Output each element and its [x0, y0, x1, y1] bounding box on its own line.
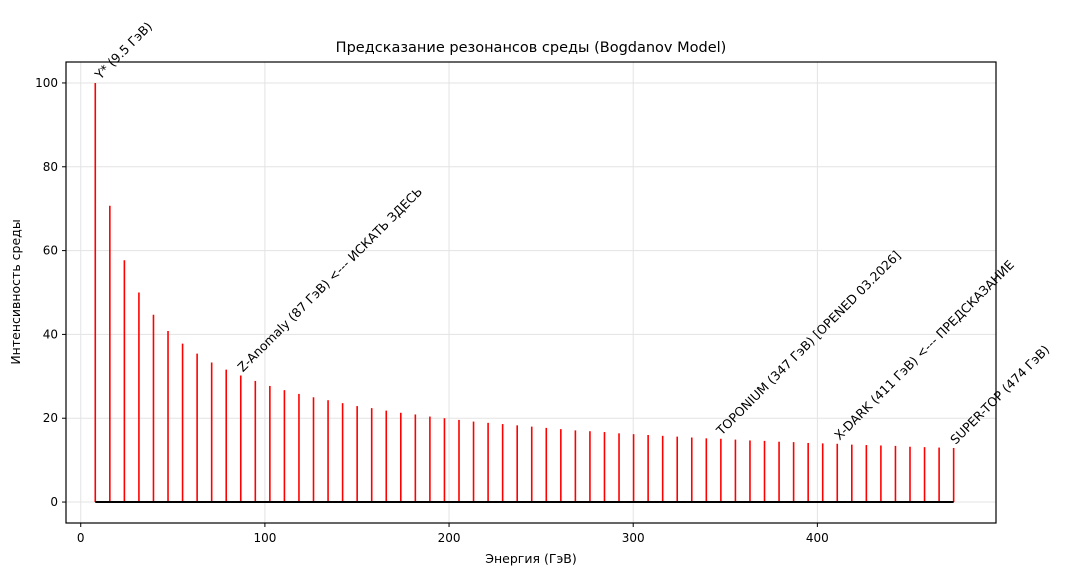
y-tick-label: 40: [43, 327, 58, 341]
y-tick-label: 0: [50, 495, 58, 509]
y-axis-ticks: 0 20 40 60 80 100: [35, 76, 66, 509]
x-tick-label: 100: [253, 531, 276, 545]
x-axis-label: Энергия (ГэВ): [485, 551, 577, 566]
y-tick-label: 60: [43, 244, 58, 258]
x-tick-label: 200: [438, 531, 461, 545]
x-axis-ticks: 0 100 200 300 400: [77, 523, 829, 545]
annotation-label: Z-Anomaly (87 ГэВ) <--- ИСКАТЬ ЗДЕСЬ: [234, 184, 425, 375]
x-tick-label: 0: [77, 531, 85, 545]
y-axis-label: Интенсивность среды: [8, 219, 23, 364]
x-tick-label: 300: [622, 531, 645, 545]
axes-frame: [65, 61, 997, 524]
y-tick-label: 100: [35, 76, 58, 90]
y-tick-label: 20: [43, 411, 58, 425]
annotation-label: Y* (9.5 ГэВ): [91, 19, 155, 83]
annotation-label: SUPER-TOP (474 ГэВ): [947, 342, 1052, 447]
stem-series: [94, 82, 955, 503]
y-tick-label: 80: [43, 160, 58, 174]
annotation-label: TOPONIUM (347 ГэВ) [OPENED 03.2026]: [713, 248, 904, 439]
chart-title: Предсказание резонансов среды (Bogdanov …: [336, 40, 727, 56]
x-tick-label: 400: [806, 531, 829, 545]
